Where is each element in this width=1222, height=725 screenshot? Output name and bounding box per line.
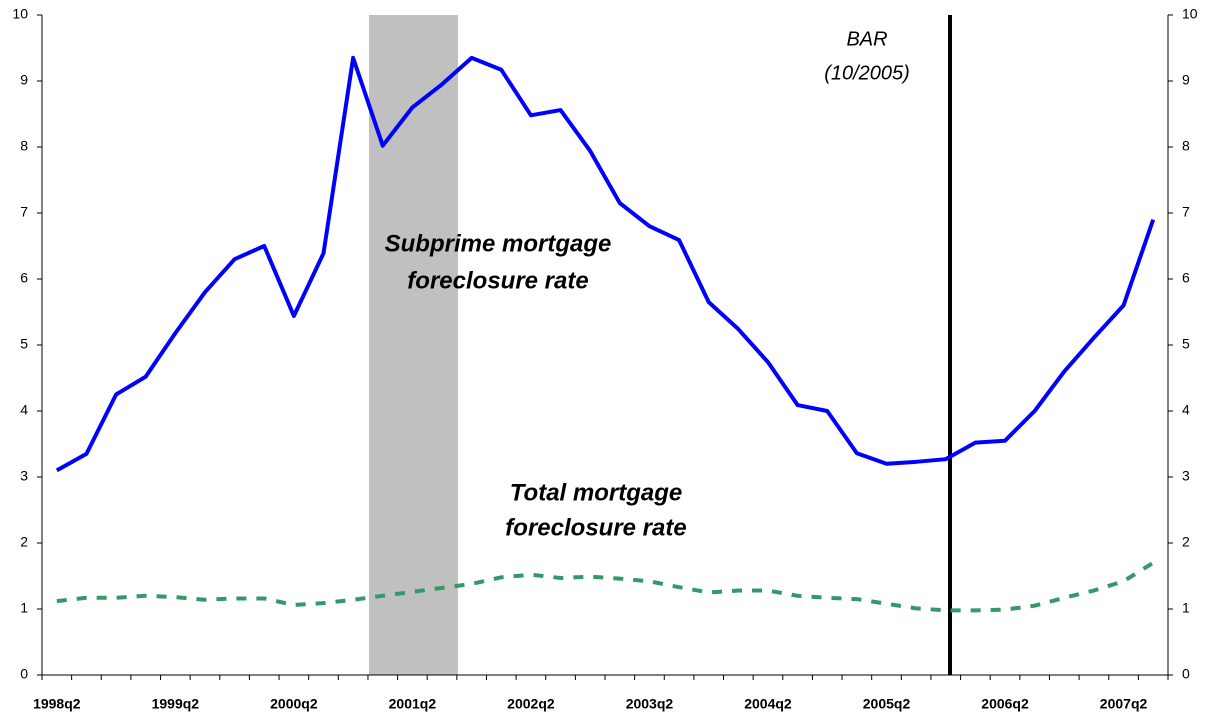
y2-tick-label: 5	[1182, 336, 1190, 352]
annotation: BAR	[846, 28, 887, 50]
series-line	[56, 561, 1155, 613]
y2-tick-label: 4	[1182, 402, 1190, 418]
y-tick-label: 8	[20, 138, 28, 154]
y2-tick-label: 7	[1182, 204, 1190, 220]
y-tick-label: 3	[20, 468, 28, 484]
y2-tick-label: 9	[1182, 72, 1190, 88]
x-tick-label: 2007q2	[1100, 696, 1148, 712]
annotation: Total mortgage	[510, 479, 682, 506]
x-tick-label: 2002q2	[507, 696, 555, 712]
y-tick-label: 5	[20, 336, 28, 352]
annotation: Subprime mortgage	[385, 230, 612, 257]
annotation: foreclosure rate	[407, 267, 588, 294]
y2-tick-label: 3	[1182, 468, 1190, 484]
x-tick-label: 2006q2	[981, 696, 1029, 712]
y-tick-label: 1	[20, 600, 28, 616]
y-tick-label: 4	[20, 402, 28, 418]
x-tick-label: 2001q2	[389, 696, 437, 712]
y2-tick-label: 10	[1182, 6, 1198, 22]
y2-tick-label: 6	[1182, 270, 1190, 286]
x-tick-label: 2005q2	[863, 696, 911, 712]
y-tick-label: 7	[20, 204, 28, 220]
x-tick-label: 1999q2	[152, 696, 200, 712]
y-tick-label: 9	[20, 72, 28, 88]
y-tick-label: 6	[20, 270, 28, 286]
x-tick-label: 2003q2	[626, 696, 674, 712]
recession-shade	[369, 15, 458, 675]
series-line	[55, 55, 1156, 473]
x-tick-label: 2000q2	[270, 696, 318, 712]
y2-tick-label: 8	[1182, 138, 1190, 154]
annotation: foreclosure rate	[505, 514, 686, 541]
x-tick-label: 2004q2	[744, 696, 792, 712]
y2-tick-label: 1	[1182, 600, 1190, 616]
y-tick-label: 2	[20, 534, 28, 550]
annotation: (10/2005)	[824, 62, 910, 84]
y-tick-label: 10	[12, 6, 28, 22]
y2-tick-label: 0	[1182, 666, 1190, 682]
y-tick-label: 0	[20, 666, 28, 682]
x-tick-label: 1998q2	[33, 696, 81, 712]
y2-tick-label: 2	[1182, 534, 1190, 550]
